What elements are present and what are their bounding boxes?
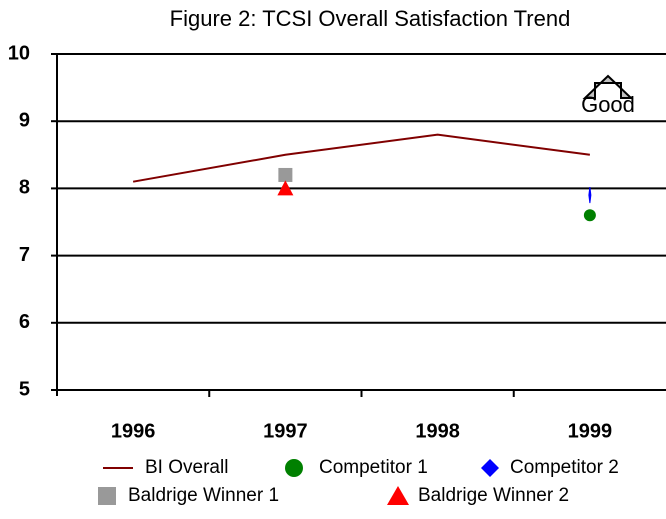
data-point (277, 180, 294, 196)
y-tick-label: 8 (19, 177, 30, 199)
x-tick-label: 1997 (263, 420, 308, 442)
good-arrow (582, 74, 634, 99)
y-tick-label: 10 (8, 42, 30, 64)
legend-swatch (98, 487, 116, 505)
series-line (132, 133, 591, 183)
legend-label: Competitor 1 (319, 457, 428, 478)
y-tick-label: 6 (19, 311, 30, 333)
legend-swatch (285, 459, 303, 477)
annotation: Good (581, 92, 635, 117)
legend-label: BI Overall (145, 457, 228, 478)
legend-label: Baldrige Winner 1 (128, 485, 279, 506)
y-tick-label: 9 (19, 109, 30, 131)
legend-label: Baldrige Winner 2 (418, 485, 569, 506)
x-tick-label: 1999 (568, 420, 613, 442)
y-tick-label: 5 (19, 378, 30, 400)
legend-label: Competitor 2 (510, 457, 619, 478)
y-tick-label: 7 (19, 244, 30, 266)
x-tick-label: 1996 (111, 420, 156, 442)
data-point (278, 167, 293, 182)
data-point (588, 187, 592, 204)
legend-swatch (481, 459, 499, 477)
legend-swatch (387, 486, 409, 505)
data-point (583, 209, 596, 222)
chart-title: Figure 2: TCSI Overall Satisfaction Tren… (170, 6, 571, 31)
x-tick-label: 1998 (415, 420, 460, 442)
